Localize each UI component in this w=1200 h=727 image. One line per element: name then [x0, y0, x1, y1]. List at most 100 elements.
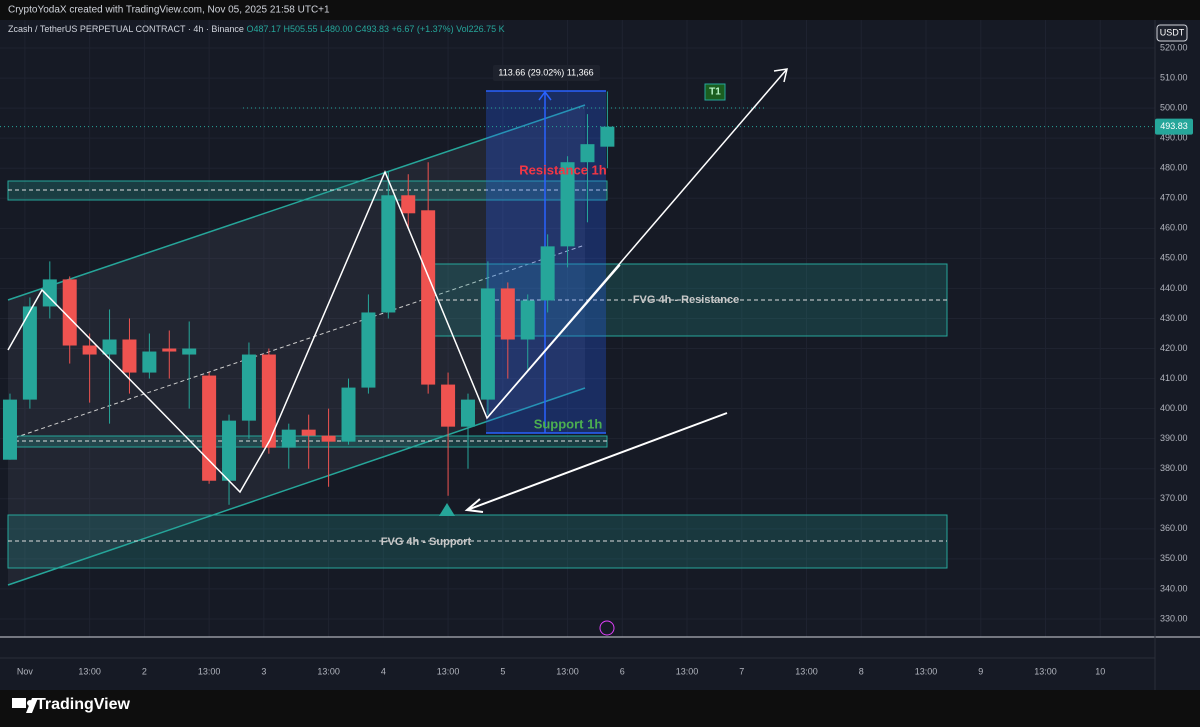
- pointer-arrow: [466, 412, 728, 511]
- x-tick-label: 13:00: [317, 666, 340, 676]
- candle-body: [82, 345, 97, 355]
- candle-body: [341, 387, 356, 442]
- brand: TradingView: [36, 696, 131, 713]
- candle-body: [301, 429, 316, 436]
- candle-body: [381, 195, 396, 313]
- candle-body: [222, 420, 237, 481]
- event-icon: [599, 620, 615, 636]
- y-tick-label: 510.00: [1160, 72, 1188, 82]
- candle-body: [261, 354, 276, 448]
- candle-body: [600, 126, 615, 147]
- candle-body: [560, 162, 575, 247]
- logo: [12, 698, 38, 713]
- candle-body: [122, 339, 137, 373]
- measure-label: 113.66 (29.02%) 11,366: [498, 67, 593, 77]
- zigzag: [7, 170, 621, 494]
- support-label: Support 1h: [534, 416, 603, 431]
- y-tick-label: 380.00: [1160, 463, 1188, 473]
- x-tick-label: 13:00: [1034, 666, 1057, 676]
- footer: [0, 690, 1200, 727]
- y-tick-label: 350.00: [1160, 553, 1188, 563]
- channel-mid: [7, 244, 586, 441]
- candle-body: [520, 300, 535, 340]
- title: Zcash / TetherUS PERPETUAL CONTRACT · 4h…: [8, 24, 244, 34]
- channel-lower: [7, 387, 586, 586]
- candle-body: [361, 312, 376, 388]
- fvg-resistance-label: FVG 4h - Resistance: [633, 294, 739, 306]
- currency-box[interactable]: [1156, 24, 1188, 42]
- candle-body: [42, 279, 57, 307]
- x-tick-label: 3: [261, 666, 266, 676]
- candle-body: [441, 384, 456, 427]
- candle-body: [421, 210, 436, 385]
- arrowhead: [464, 498, 484, 513]
- candle-body: [2, 399, 17, 460]
- y-tick-label: 390.00: [1160, 433, 1188, 443]
- candle-body: [500, 288, 515, 340]
- candle-body: [202, 375, 217, 481]
- candle-body: [22, 306, 37, 400]
- candle-body: [102, 339, 117, 355]
- y-tick-label: 460.00: [1160, 223, 1188, 233]
- x-tick-label: 8: [859, 666, 864, 676]
- channel-upper: [7, 104, 586, 301]
- triangle-marker: [439, 503, 455, 516]
- y-tick-label: 490.00: [1160, 133, 1188, 143]
- support-zone: [7, 435, 608, 448]
- candle-body: [142, 351, 157, 373]
- candle-body: [241, 354, 256, 421]
- x-tick-label: 13:00: [915, 666, 938, 676]
- measure-label-bg: [493, 65, 600, 81]
- candle-body: [460, 399, 475, 427]
- top-bar: [0, 0, 1200, 20]
- y-tick-label: 360.00: [1160, 523, 1188, 533]
- y-tick-label: 340.00: [1160, 583, 1188, 593]
- y-tick-label: 430.00: [1160, 313, 1188, 323]
- y-tick-label: 370.00: [1160, 493, 1188, 503]
- x-tick-label: 5: [500, 666, 505, 676]
- target-box: [704, 83, 726, 101]
- candle-body: [480, 288, 495, 400]
- x-tick-label: 2: [142, 666, 147, 676]
- y-tick-label: 520.00: [1160, 42, 1188, 52]
- candle-body: [580, 144, 595, 163]
- candle-body: [62, 279, 77, 346]
- ohlc-header: O487.17 H505.55 L480.00 C493.83 +6.67 (+…: [246, 24, 504, 34]
- candle-body: [540, 246, 555, 301]
- candle-body: [281, 429, 296, 448]
- x-tick-label: 13:00: [437, 666, 460, 676]
- currency: USDT: [1160, 27, 1185, 37]
- candles: [2, 91, 615, 505]
- y-tick-label: 440.00: [1160, 283, 1188, 293]
- y-tick-label: 480.00: [1160, 163, 1188, 173]
- arrowhead: [773, 68, 788, 83]
- candle-body: [162, 348, 177, 352]
- x-tick-label: 13:00: [795, 666, 818, 676]
- x-tick-label: 10: [1095, 666, 1105, 676]
- grid: [0, 20, 1155, 637]
- x-tick-label: 13:00: [198, 666, 221, 676]
- y-tick-label: 420.00: [1160, 343, 1188, 353]
- target-label: T1: [709, 87, 721, 98]
- candle-body: [182, 348, 197, 355]
- y-tick-label: 500.00: [1160, 102, 1188, 112]
- y-tick-label: 450.00: [1160, 253, 1188, 263]
- symbol-title: Zcash / TetherUS PERPETUAL CONTRACT · 4h…: [8, 24, 505, 34]
- channel-fill: [8, 105, 585, 585]
- candle-body: [321, 435, 336, 442]
- x-tick-label: 7: [739, 666, 744, 676]
- y-tick-label: 330.00: [1160, 613, 1188, 623]
- fvg-support-label: FVG 4h - Support: [381, 536, 472, 548]
- resistance-label: Resistance 1h: [519, 162, 606, 177]
- x-tick-label: 13:00: [676, 666, 699, 676]
- x-tick-label: 4: [381, 666, 386, 676]
- last-price-box: [1155, 118, 1193, 135]
- y-tick-label: 470.00: [1160, 193, 1188, 203]
- x-tick-label: 13:00: [78, 666, 101, 676]
- measure-arrowhead: [538, 90, 552, 101]
- x-tick-label: 6: [620, 666, 625, 676]
- credit: CryptoYodaX created with TradingView.com…: [8, 5, 330, 16]
- y-tick-label: 400.00: [1160, 403, 1188, 413]
